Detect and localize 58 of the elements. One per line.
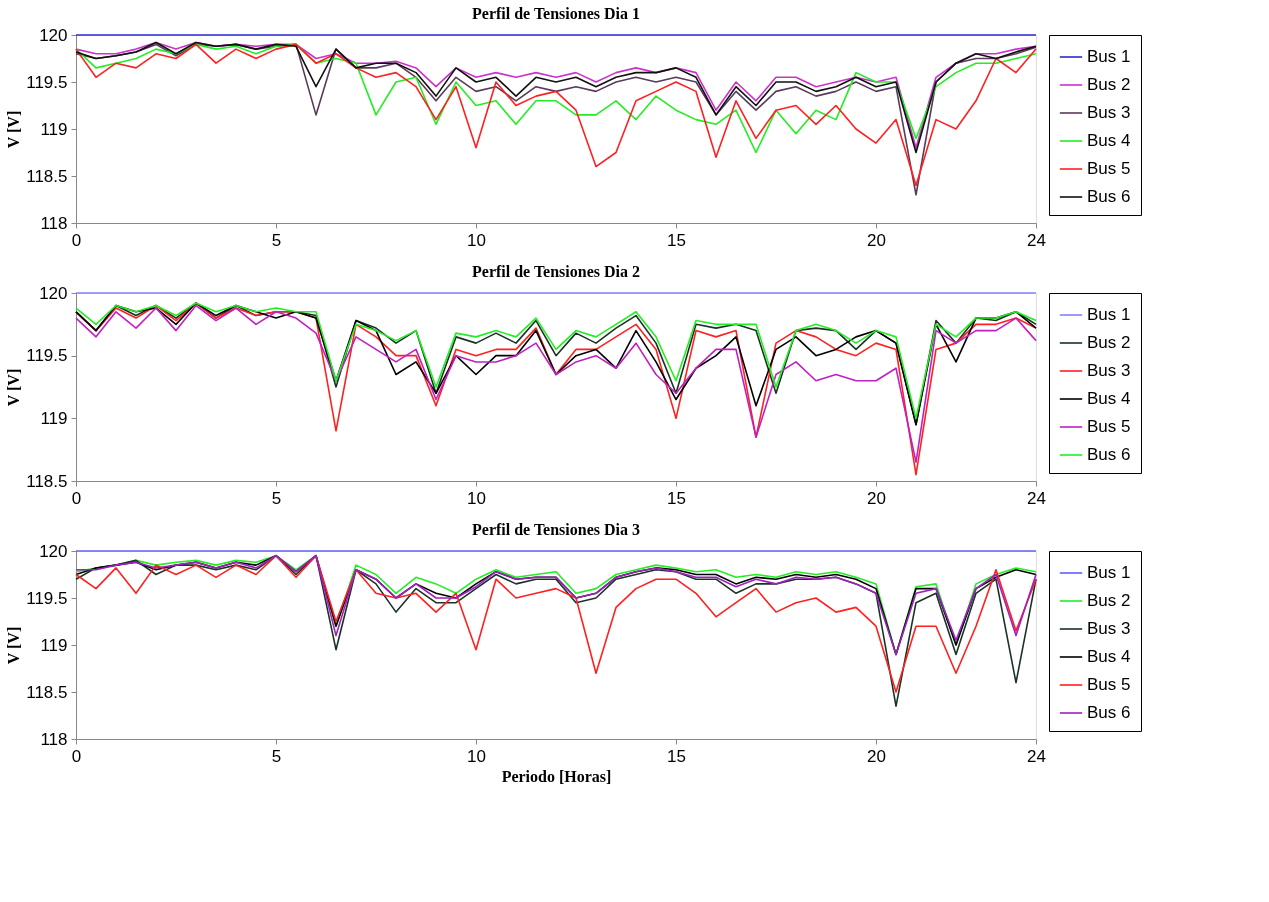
legend-label: Bus 6 — [1087, 445, 1131, 464]
legend-label: Bus 3 — [1087, 619, 1131, 638]
x-axis-title: Periodo [Horas] — [501, 767, 612, 785]
y-tick-label: 120 — [39, 541, 68, 561]
x-tick-label: 5 — [271, 230, 282, 250]
x-tick-label: 20 — [867, 746, 886, 766]
y-axis-title: V [V] — [5, 626, 23, 665]
legend-label: Bus 2 — [1087, 75, 1131, 94]
y-tick-label: 118 — [40, 729, 68, 749]
line-series — [75, 554, 1037, 656]
x-tick-label: 10 — [467, 230, 486, 250]
x-tick-label: 20 — [867, 488, 886, 508]
x-tick-label: 0 — [71, 230, 82, 250]
chart-title: Perfil de Tensiones Dia 3 — [471, 521, 641, 538]
y-axis-title: V [V] — [5, 368, 23, 407]
legend-label: Bus 4 — [1087, 389, 1131, 408]
y-tick-label: 118.5 — [26, 471, 68, 491]
x-tick-label: 24 — [1027, 488, 1046, 508]
legend-label: Bus 5 — [1087, 417, 1131, 436]
x-tick-label: 15 — [667, 488, 686, 508]
y-tick-label: 119 — [40, 119, 68, 139]
y-axis-title: V [V] — [5, 110, 23, 149]
legend-label: Bus 3 — [1087, 361, 1131, 380]
x-tick-label: 10 — [467, 488, 486, 508]
x-tick-label: 5 — [271, 488, 282, 508]
x-tick-label: 5 — [271, 746, 282, 766]
legend-label: Bus 2 — [1087, 333, 1131, 352]
y-tick-label: 120 — [39, 283, 68, 303]
legend-label: Bus 1 — [1087, 305, 1131, 324]
x-tick-label: 10 — [467, 746, 486, 766]
chart-title: Perfil de Tensiones Dia 1 — [471, 5, 641, 22]
legend-label: Bus 6 — [1087, 187, 1131, 206]
x-tick-label: 15 — [667, 746, 686, 766]
legend-label: Bus 4 — [1087, 647, 1131, 666]
legend-label: Bus 4 — [1087, 131, 1131, 150]
x-tick-label: 24 — [1027, 746, 1046, 766]
legend-label: Bus 3 — [1087, 103, 1131, 122]
legend-label: Bus 1 — [1087, 563, 1131, 582]
legend-label: Bus 6 — [1087, 703, 1131, 722]
chart-title: Perfil de Tensiones Dia 2 — [471, 263, 641, 280]
x-tick-label: 15 — [667, 230, 686, 250]
x-tick-label: 24 — [1027, 230, 1046, 250]
legend-label: Bus 5 — [1087, 675, 1131, 694]
legend-label: Bus 2 — [1087, 591, 1131, 610]
y-tick-label: 120 — [39, 25, 68, 45]
x-tick-label: 20 — [867, 230, 886, 250]
y-tick-label: 119.5 — [26, 588, 68, 608]
legend-label: Bus 1 — [1087, 47, 1131, 66]
x-tick-label: 0 — [71, 746, 82, 766]
y-tick-label: 118.5 — [26, 166, 68, 186]
x-tick-label: 0 — [71, 488, 82, 508]
y-tick-label: 118.5 — [26, 682, 68, 702]
y-tick-label: 119 — [40, 635, 68, 655]
y-tick-label: 119.5 — [26, 72, 68, 92]
legend-label: Bus 5 — [1087, 159, 1131, 178]
y-tick-label: 119 — [40, 408, 68, 428]
y-tick-label: 118 — [40, 213, 68, 233]
y-tick-label: 119.5 — [26, 346, 68, 366]
